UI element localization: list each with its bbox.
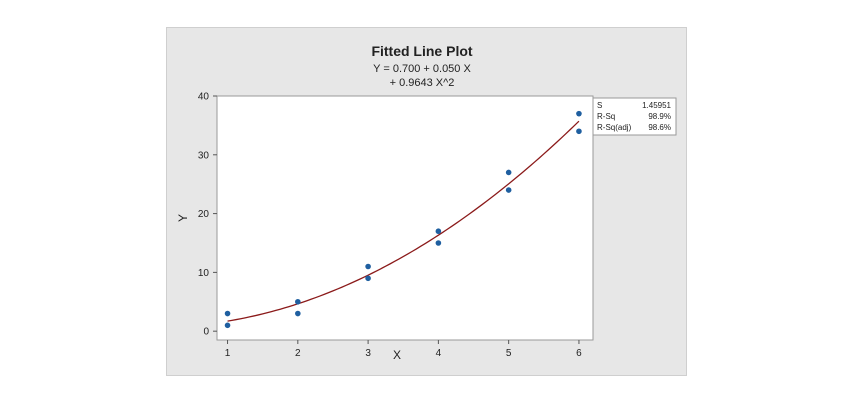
- chart-title: Fitted Line Plot: [371, 43, 472, 59]
- data-point: [365, 263, 371, 270]
- y-tick-label: 40: [198, 92, 210, 103]
- data-point: [224, 310, 231, 317]
- x-tick-label: 5: [506, 348, 512, 359]
- x-tick-label: 3: [365, 348, 371, 359]
- data-point: [576, 110, 582, 117]
- data-point: [435, 228, 442, 235]
- data-point: [435, 240, 442, 246]
- data-point: [365, 275, 371, 282]
- data-point: [505, 169, 512, 176]
- y-tick-label: 10: [198, 268, 210, 279]
- stat-value-rsq-adj: 98.6%: [648, 123, 671, 132]
- x-tick-label: 6: [576, 348, 582, 359]
- x-tick-label: 2: [295, 348, 301, 359]
- y-tick-label: 30: [198, 150, 210, 161]
- data-point: [295, 298, 301, 305]
- y-axis: 0 10 20 30 40: [198, 92, 217, 338]
- stat-label-s: S: [597, 101, 602, 110]
- y-tick-label: 20: [198, 209, 210, 220]
- stats-box: S 1.45951 R-Sq 98.9% R-Sq(adj) 98.6%: [592, 97, 677, 136]
- fitted-curve: [227, 120, 580, 322]
- fit-equation-line-1: Y = 0.700 + 0.050 X: [373, 63, 471, 75]
- stat-value-rsq: 98.9%: [648, 112, 671, 121]
- stat-label-rsq: R-Sq: [597, 112, 615, 121]
- x-axis: 1 2 3 4 5 6: [225, 340, 582, 359]
- y-tick-label: 0: [203, 327, 209, 338]
- stat-value-s: 1.45951: [642, 101, 671, 110]
- fitted-line-chart: Fitted Line Plot Y = 0.700 + 0.050 X + 0…: [176, 43, 677, 362]
- data-point: [224, 322, 231, 329]
- data-point: [576, 128, 582, 135]
- data-points: [224, 110, 582, 329]
- data-point: [505, 187, 512, 193]
- y-axis-label: Y: [176, 214, 190, 222]
- data-point: [295, 310, 301, 317]
- plot-area: [216, 95, 594, 341]
- stats-box-border: [592, 97, 677, 136]
- chart-panel: Fitted Line Plot Y = 0.700 + 0.050 X + 0…: [166, 27, 687, 376]
- x-axis-label: X: [393, 348, 401, 362]
- stat-label-rsq-adj: R-Sq(adj): [597, 123, 632, 132]
- fit-equation-line-2: + 0.9643 X^2: [390, 77, 455, 89]
- x-tick-label: 1: [225, 348, 231, 359]
- x-tick-label: 4: [436, 348, 442, 359]
